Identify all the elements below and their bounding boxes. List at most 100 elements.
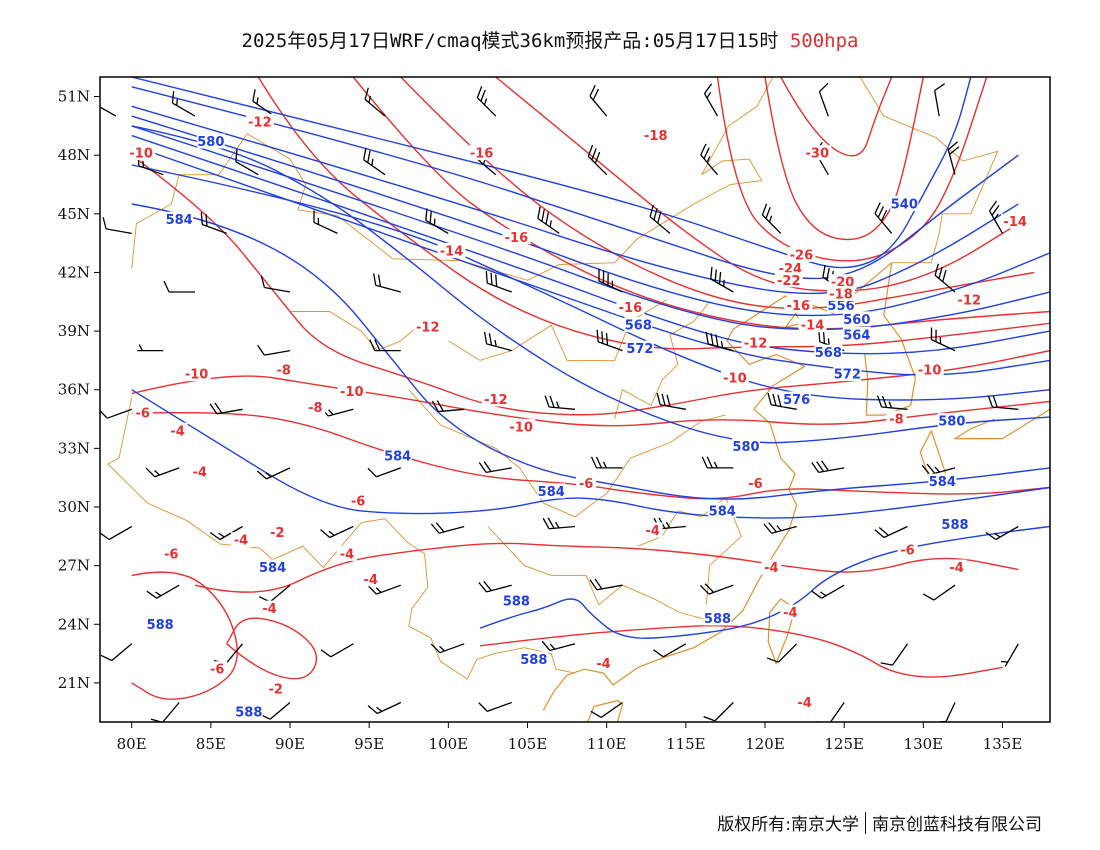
wind-barb-10 bbox=[235, 149, 259, 176]
temperature-label-21-bg bbox=[305, 399, 326, 415]
wind-barb-8 bbox=[934, 83, 946, 117]
wind-barb-18 bbox=[200, 212, 227, 235]
temperature-label-33: -6 bbox=[579, 477, 593, 492]
lat-label-4: 33N bbox=[58, 439, 90, 457]
temperature-label-34-bg bbox=[230, 532, 251, 548]
temperature-label-23: -12 bbox=[484, 393, 508, 408]
temperature-label-48: -4 bbox=[797, 696, 811, 711]
height-label-1: 584 bbox=[166, 213, 193, 228]
height-contour-8 bbox=[131, 125, 1050, 444]
footer-separator bbox=[865, 812, 866, 834]
wind-barb-45 bbox=[431, 400, 465, 413]
wind-barb-11 bbox=[363, 147, 386, 176]
temperature-label-11: -18 bbox=[829, 287, 853, 302]
temperature-label-42-bg bbox=[946, 559, 967, 575]
lon-label-1: 85E bbox=[196, 735, 226, 753]
wind-barb-80 bbox=[541, 640, 576, 652]
temperature-label-45-bg bbox=[265, 680, 286, 696]
wind-barb-74 bbox=[811, 584, 845, 599]
wind-barb-24 bbox=[874, 202, 893, 234]
wind-barb-36 bbox=[369, 339, 401, 352]
wind-barb-62 bbox=[430, 522, 465, 534]
wind-barb-37 bbox=[483, 331, 512, 352]
temperature-label-0-bg bbox=[245, 113, 274, 129]
height-label-2: 540 bbox=[891, 198, 918, 213]
wind-barb-33 bbox=[934, 263, 956, 293]
temperature-label-22-bg bbox=[337, 383, 366, 399]
temperature-label-10-bg bbox=[828, 274, 857, 290]
temperature-label-47: -4 bbox=[783, 606, 797, 621]
temperature-label-34: -4 bbox=[234, 534, 248, 549]
lon-label-6: 110E bbox=[587, 735, 627, 753]
temperature-label-33-bg bbox=[576, 475, 597, 491]
wind-barb-19 bbox=[313, 210, 338, 234]
height-contour-2 bbox=[131, 105, 1019, 295]
height-label-5-bg bbox=[842, 327, 871, 342]
wind-barb-20 bbox=[425, 208, 449, 234]
height-contour-3 bbox=[131, 115, 1050, 317]
temperature-label-28-bg bbox=[132, 405, 153, 421]
wind-barb-55 bbox=[590, 456, 623, 469]
height-label-7-bg bbox=[625, 340, 654, 356]
wind-barb-7 bbox=[818, 82, 829, 117]
temperature-label-21: -8 bbox=[308, 401, 322, 416]
wind-barb-57 bbox=[811, 460, 845, 474]
coastline-1 bbox=[587, 699, 624, 722]
height-contour-10 bbox=[131, 389, 1050, 519]
wind-barb-90 bbox=[703, 702, 734, 722]
temperature-contour-12 bbox=[226, 617, 318, 680]
wind-barb-84 bbox=[1001, 643, 1019, 667]
pressure-level-label: 500hpa bbox=[789, 30, 859, 52]
wind-barb-4 bbox=[476, 86, 497, 117]
wind-barb-39 bbox=[705, 331, 734, 352]
lon-label-8: 120E bbox=[745, 735, 785, 753]
temperature-label-20-bg bbox=[273, 362, 294, 378]
temperature-label-39: -4 bbox=[645, 524, 659, 539]
lat-label-6: 39N bbox=[58, 322, 90, 340]
temperature-contour-9 bbox=[131, 411, 1050, 500]
temperature-label-4: -30 bbox=[806, 147, 830, 162]
temperature-label-30-bg bbox=[189, 463, 210, 479]
temperature-label-27-bg bbox=[886, 411, 907, 427]
temperature-label-24: -10 bbox=[509, 420, 533, 435]
height-label-1-bg bbox=[165, 211, 194, 227]
height-label-17: 588 bbox=[941, 518, 968, 533]
temperature-label-18-bg bbox=[413, 319, 442, 335]
height-label-4-bg bbox=[842, 311, 871, 327]
height-label-20-bg bbox=[502, 592, 531, 608]
copyright-owner: 版权所有:南京大学 bbox=[717, 815, 859, 835]
temperature-contours bbox=[131, 77, 1050, 700]
height-label-4: 560 bbox=[843, 313, 870, 328]
temperature-label-7-bg bbox=[787, 246, 816, 262]
lon-label-9: 125E bbox=[824, 735, 864, 753]
temperature-contour-5 bbox=[352, 77, 1050, 330]
wind-barb-35 bbox=[257, 344, 291, 356]
lon-label-3: 95E bbox=[354, 735, 384, 753]
lat-label-3: 30N bbox=[58, 498, 90, 516]
height-contour-7 bbox=[131, 164, 1050, 401]
height-label-10: 576 bbox=[783, 393, 810, 408]
wind-barb-58 bbox=[921, 463, 956, 476]
wind-barb-34 bbox=[137, 344, 164, 352]
wind-barb-86 bbox=[258, 702, 291, 720]
temperature-label-12-bg bbox=[784, 297, 813, 313]
temperature-label-24-bg bbox=[507, 418, 536, 434]
wind-barb-1 bbox=[171, 91, 196, 117]
wind-barb-44 bbox=[320, 406, 354, 417]
wind-barb-47 bbox=[656, 392, 686, 410]
temperature-contour-11 bbox=[479, 625, 1003, 678]
wind-barb-38 bbox=[596, 329, 623, 352]
temperature-label-20: -8 bbox=[276, 364, 290, 379]
temperature-label-40: -4 bbox=[764, 561, 778, 576]
height-label-22: 588 bbox=[704, 612, 731, 627]
temperature-label-37: -6 bbox=[164, 547, 178, 562]
wind-barb-16 bbox=[947, 141, 960, 175]
temperature-label-6-bg bbox=[437, 242, 466, 258]
height-label-19-bg bbox=[146, 616, 175, 632]
lon-label-7: 115E bbox=[666, 735, 706, 753]
height-contour-5 bbox=[131, 134, 1050, 355]
wind-barb-54 bbox=[478, 461, 512, 474]
temperature-label-45: -2 bbox=[269, 682, 283, 697]
height-label-14-bg bbox=[537, 483, 566, 499]
